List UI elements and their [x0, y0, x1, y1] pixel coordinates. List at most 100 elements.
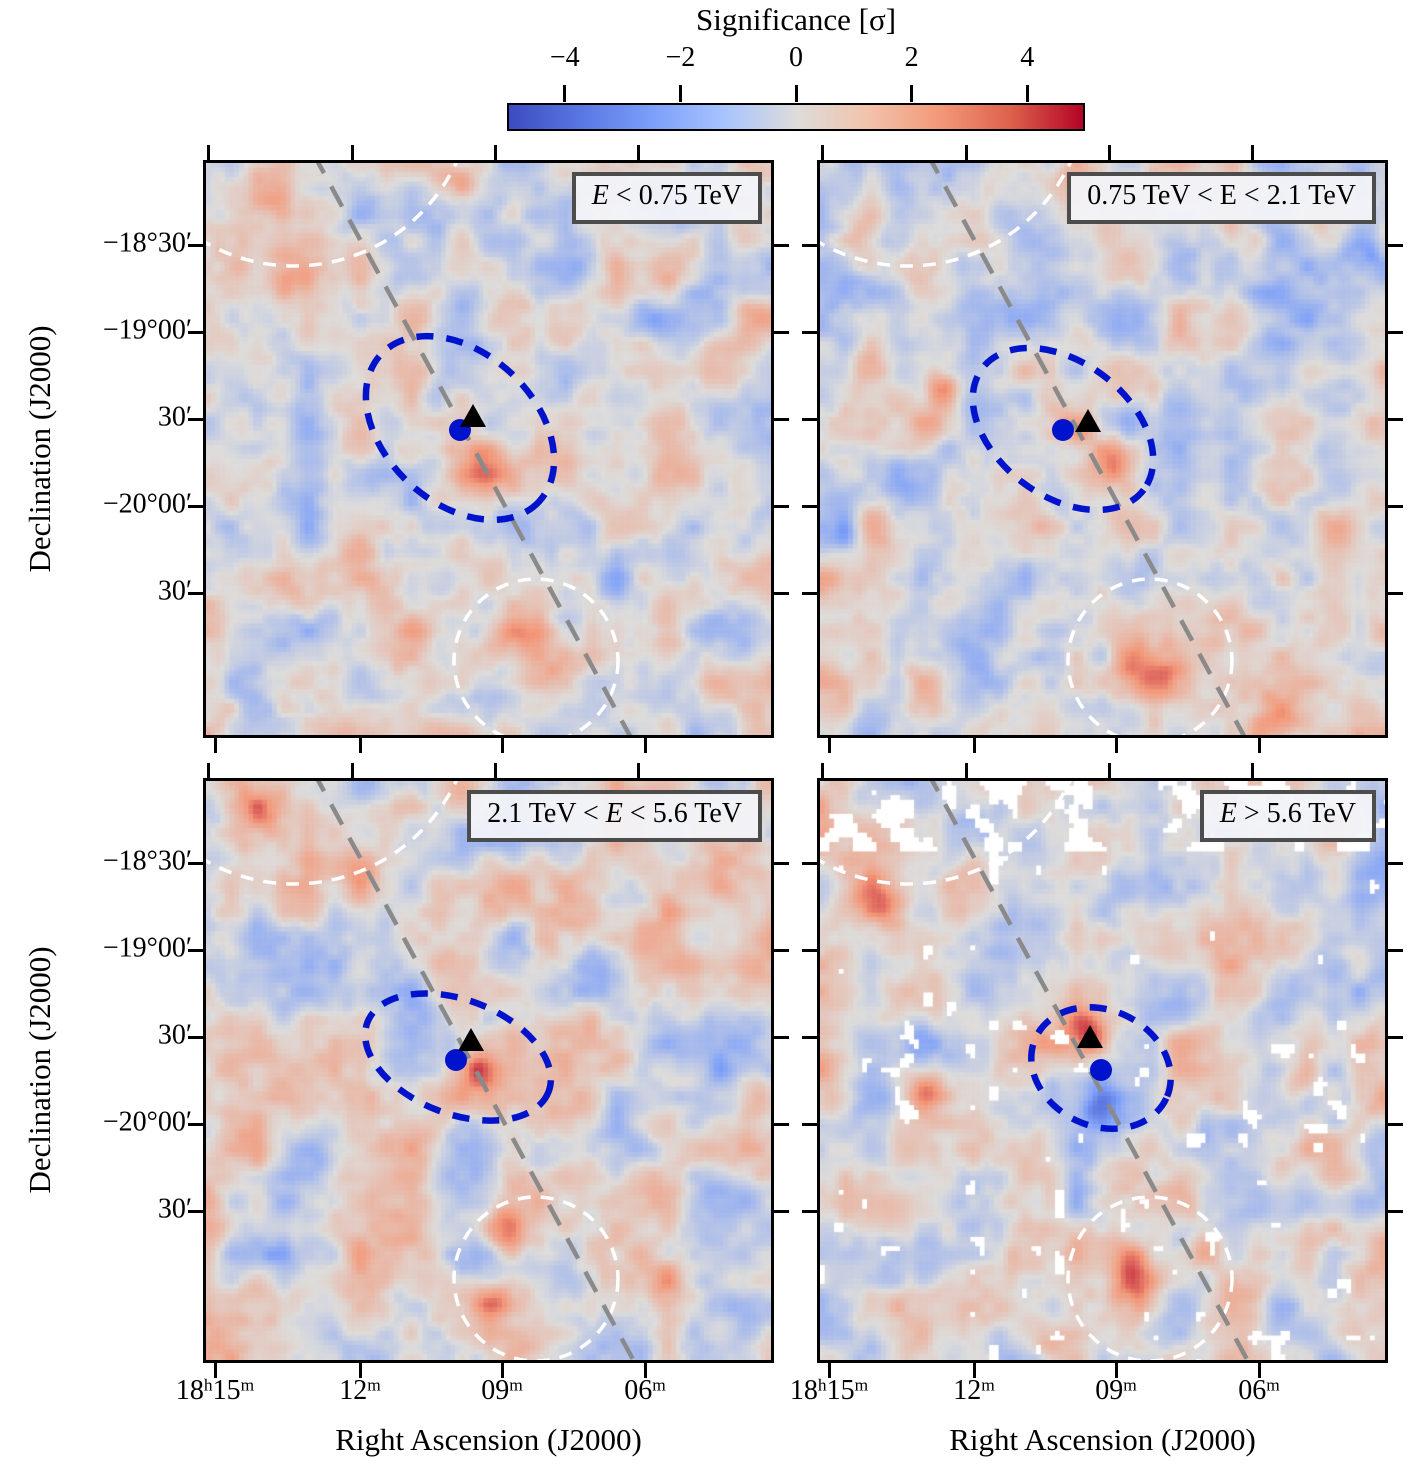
y-tick-right: [771, 1122, 789, 1126]
ra-value: 06: [624, 1375, 653, 1406]
x-tick-top: [206, 763, 210, 781]
y-tick-right: [1385, 861, 1403, 865]
x-tick-bottom: [972, 735, 976, 753]
colorbar-tick-label: −2: [665, 42, 696, 73]
ra-unit-sup: m: [240, 1375, 255, 1395]
x-tick-bottom: [972, 1360, 976, 1378]
y-tick-left: [188, 1122, 206, 1126]
x-axis-title-left: Right Ascension (J2000): [335, 1422, 642, 1457]
y-tick-right: [771, 591, 789, 595]
dec-tick-label: 30′: [157, 401, 192, 433]
colorbar-tick-label: −4: [549, 42, 580, 73]
x-tick-bottom: [358, 1360, 362, 1378]
source-extent-ellipse: [362, 332, 558, 524]
map-clip: [206, 781, 771, 1360]
colorbar-tick: [1025, 85, 1029, 102]
x-tick-bottom: [643, 735, 647, 753]
y-tick-right: [1385, 1209, 1403, 1213]
ra-value: 18: [175, 1375, 204, 1406]
ra-unit-sup: m: [1266, 1375, 1280, 1395]
ra-value: 12: [953, 1375, 982, 1406]
x-tick-bottom: [358, 735, 362, 753]
y-tick-left: [802, 861, 820, 865]
y-tick-left: [802, 948, 820, 952]
colorbar-title: Significance [σ]: [695, 2, 897, 37]
white-dashed-circle: [206, 781, 458, 886]
white-dashed-circle: [452, 1195, 620, 1360]
ra-unit-sup: m: [367, 1375, 381, 1395]
y-tick-left: [802, 330, 820, 334]
x-tick-bottom: [1114, 735, 1118, 753]
ra-tick-label: 09m: [481, 1375, 523, 1407]
pulsar-triangle-marker: [1075, 409, 1101, 432]
y-axis-title-top: Declination (J2000): [22, 325, 57, 573]
y-tick-right: [1385, 1122, 1403, 1126]
x-tick-bottom: [827, 735, 831, 753]
ra-value: 09: [481, 1375, 510, 1406]
y-tick-left: [802, 417, 820, 421]
x-tick-bottom: [500, 1360, 504, 1378]
y-tick-left: [188, 1035, 206, 1039]
y-tick-right: [1385, 243, 1403, 247]
y-tick-left: [802, 1122, 820, 1126]
white-dashed-circle: [1066, 1195, 1234, 1360]
ra-tick-label: 06m: [1238, 1375, 1280, 1407]
energy-band-label: E > 5.6 TeV: [1199, 790, 1376, 842]
y-tick-right: [771, 330, 789, 334]
x-tick-top: [964, 145, 968, 163]
y-tick-left: [188, 948, 206, 952]
panel-bottom-right: E > 5.6 TeV: [802, 763, 1403, 1378]
colorbar-tick: [910, 85, 914, 102]
panel-top-right: 0.75 TeV < E < 2.1 TeV: [802, 145, 1403, 753]
y-tick-left: [188, 243, 206, 247]
ra-value: 12: [339, 1375, 368, 1406]
dec-tick-label: 30′: [157, 1193, 192, 1225]
y-tick-right: [771, 504, 789, 508]
ra-tick-label: 12m: [339, 1375, 381, 1407]
ra-unit-sup: m: [854, 1375, 869, 1395]
x-tick-bottom: [1114, 1360, 1118, 1378]
ra-tick-label: 12m: [953, 1375, 995, 1407]
ra-tick-label: 18h15m: [790, 1375, 868, 1407]
dec-tick-label: −20°00′: [102, 1106, 192, 1138]
significance-map-canvas: [206, 163, 771, 735]
galactic-plane-line: [315, 163, 633, 735]
galactic-plane-line: [315, 781, 636, 1360]
ra-tick-label: 06m: [624, 1375, 666, 1407]
x-tick-top: [820, 145, 824, 163]
y-tick-left: [802, 591, 820, 595]
y-tick-left: [188, 861, 206, 865]
x-tick-top: [636, 763, 640, 781]
dec-tick-label: 30′: [157, 575, 192, 607]
panel-top-left: E < 0.75 TeV: [188, 145, 789, 753]
dec-tick-label: −19°00′: [102, 314, 192, 346]
x-tick-top: [1250, 763, 1254, 781]
x-tick-top: [964, 763, 968, 781]
label-text: < 5.6 TeV: [622, 798, 742, 829]
colorbar-gradient: [507, 103, 1085, 131]
dec-tick-label: −18°30′: [102, 845, 192, 877]
y-tick-right: [1385, 504, 1403, 508]
map-overlay: [820, 163, 1247, 735]
x-tick-bottom: [1257, 735, 1261, 753]
ra-unit-sup: m: [1123, 1375, 1137, 1395]
y-axis-title-bottom: Declination (J2000): [22, 946, 57, 1194]
label-text: > 5.6 TeV: [1236, 798, 1356, 829]
y-tick-right: [771, 417, 789, 421]
energy-band-label: E < 0.75 TeV: [571, 172, 762, 224]
y-tick-left: [802, 243, 820, 247]
ra-value: 06: [1238, 1375, 1267, 1406]
y-tick-left: [188, 504, 206, 508]
map-overlay: [206, 781, 636, 1360]
dec-tick-label: −19°00′: [102, 932, 192, 964]
dec-tick-label: −18°30′: [102, 227, 192, 259]
y-tick-right: [771, 1035, 789, 1039]
x-tick-top: [636, 145, 640, 163]
x-tick-bottom: [827, 1360, 831, 1378]
ra-value: 09: [1095, 1375, 1124, 1406]
x-tick-top: [1250, 145, 1254, 163]
colorbar-tick-label: 0: [789, 42, 803, 73]
x-tick-bottom: [213, 1360, 217, 1378]
energy-band-label: 2.1 TeV < E < 5.6 TeV: [467, 790, 762, 842]
